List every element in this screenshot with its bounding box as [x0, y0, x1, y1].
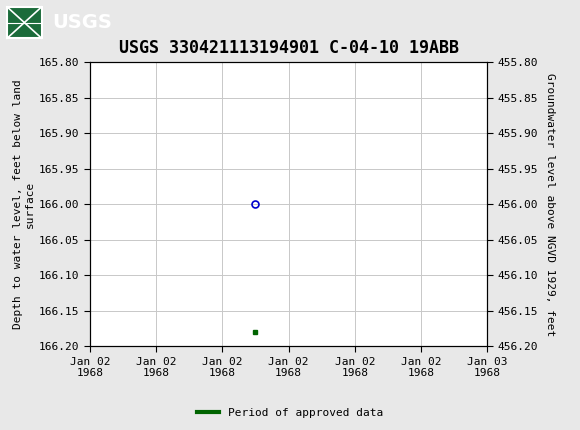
Legend: Period of approved data: Period of approved data — [193, 403, 387, 422]
Y-axis label: Groundwater level above NGVD 1929, feet: Groundwater level above NGVD 1929, feet — [545, 73, 555, 336]
Title: USGS 330421113194901 C-04-10 19ABB: USGS 330421113194901 C-04-10 19ABB — [118, 39, 459, 57]
Y-axis label: Depth to water level, feet below land
surface: Depth to water level, feet below land su… — [13, 80, 35, 329]
FancyBboxPatch shape — [7, 7, 42, 38]
Text: USGS: USGS — [52, 13, 112, 32]
